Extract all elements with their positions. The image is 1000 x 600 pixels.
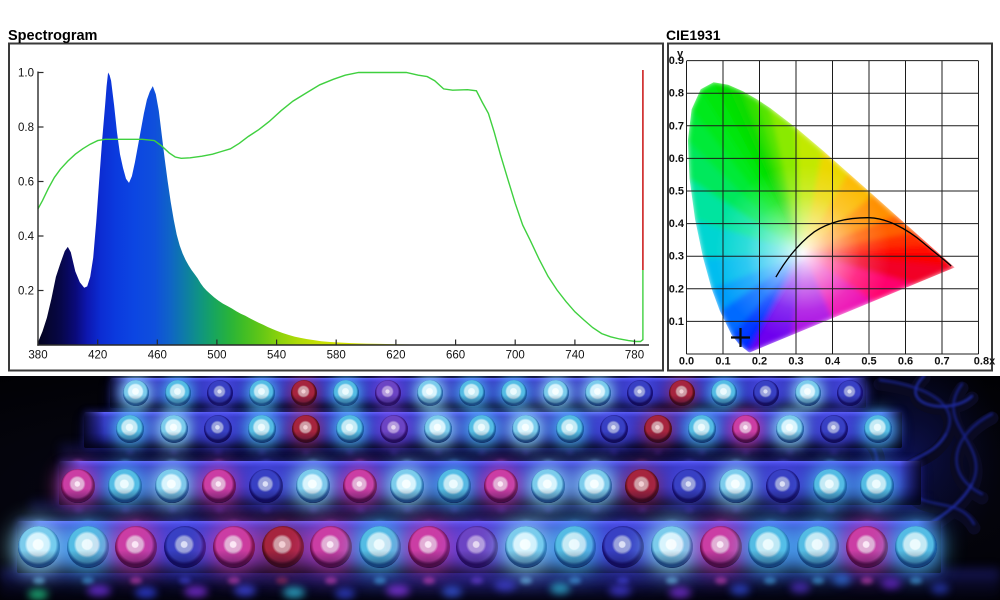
svg-text:1.0: 1.0 [18, 67, 34, 79]
svg-text:0.8: 0.8 [669, 88, 684, 100]
svg-text:0.5: 0.5 [669, 186, 684, 198]
svg-text:580: 580 [327, 350, 346, 362]
svg-text:420: 420 [88, 350, 107, 362]
svg-text:0.1: 0.1 [669, 316, 684, 328]
svg-text:380: 380 [28, 350, 47, 362]
svg-text:0.5: 0.5 [861, 356, 876, 368]
svg-text:0.8x: 0.8x [974, 356, 996, 368]
svg-text:0.2: 0.2 [18, 285, 34, 297]
svg-text:0.3: 0.3 [669, 251, 684, 263]
svg-text:0.7: 0.7 [669, 120, 684, 132]
svg-text:CIE1931: CIE1931 [666, 27, 721, 43]
svg-text:0.4: 0.4 [825, 356, 841, 368]
svg-text:0.3: 0.3 [788, 356, 803, 368]
svg-text:780: 780 [625, 350, 644, 362]
svg-text:0.6: 0.6 [18, 176, 34, 188]
svg-text:660: 660 [446, 350, 465, 362]
svg-text:0.4: 0.4 [18, 231, 35, 243]
svg-text:540: 540 [267, 350, 286, 362]
svg-text:0.0: 0.0 [679, 356, 694, 368]
svg-text:0.2: 0.2 [669, 283, 684, 295]
svg-text:740: 740 [565, 350, 584, 362]
svg-text:0.7: 0.7 [934, 356, 949, 368]
svg-text:0.1: 0.1 [715, 356, 730, 368]
svg-text:0.9: 0.9 [669, 55, 684, 67]
svg-text:500: 500 [207, 350, 226, 362]
svg-text:0.4: 0.4 [669, 218, 685, 230]
svg-text:0.2: 0.2 [752, 356, 767, 368]
svg-text:700: 700 [506, 350, 525, 362]
svg-text:0.8: 0.8 [18, 122, 34, 134]
svg-text:0.6: 0.6 [898, 356, 913, 368]
svg-text:460: 460 [148, 350, 167, 362]
svg-text:Spectrogram: Spectrogram [8, 28, 97, 44]
svg-text:y: y [677, 48, 684, 60]
svg-text:620: 620 [386, 350, 405, 362]
svg-text:0.6: 0.6 [669, 153, 684, 165]
